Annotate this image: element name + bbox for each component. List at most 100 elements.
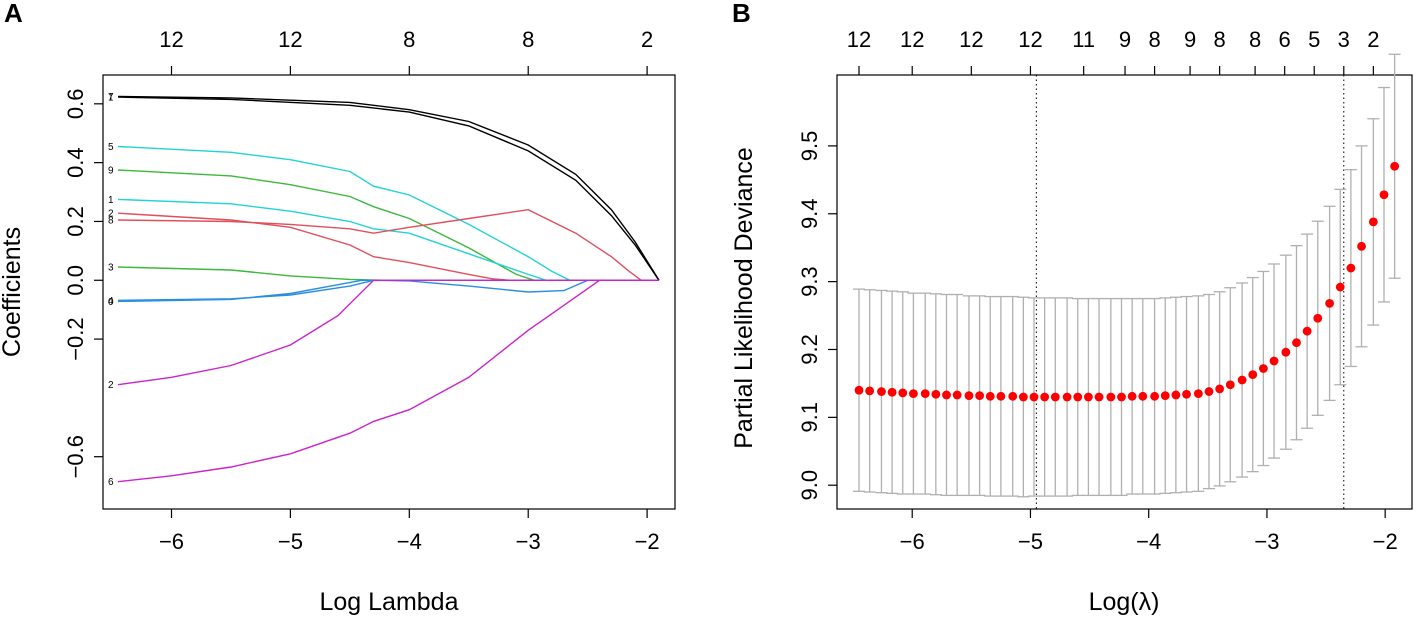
panel-b-data-point <box>1050 392 1060 402</box>
panel-b-top-tick-label: 3 <box>1338 27 1350 52</box>
panel-a-path-label: 2 <box>108 209 114 220</box>
panel-a-y-tick-label: 0.6 <box>63 89 88 120</box>
panel-b-data-point <box>1182 389 1191 399</box>
panel-b-data-point <box>865 386 875 396</box>
panel-b-data-point <box>1368 217 1378 227</box>
panel-a-coef-path <box>117 279 659 303</box>
panel-a-coef-path <box>117 198 659 281</box>
panel-a-coef-path <box>117 266 659 281</box>
panel-b-data-point <box>1269 356 1279 366</box>
panel-a-path-label: 2 <box>108 380 114 391</box>
panel-b-top-tick-label: 8 <box>1249 27 1261 52</box>
panel-a-x-tick-label: −5 <box>278 529 303 554</box>
panel-b-data-point <box>1302 326 1312 336</box>
panel-b-data-point <box>1094 392 1104 402</box>
panel-a-y-tick-label: −0.6 <box>63 435 88 478</box>
panel-b-data-point <box>1171 390 1181 400</box>
panel-a-top-tick-label: 12 <box>159 27 183 52</box>
panel-b-data-point <box>1346 263 1356 273</box>
panel-b-top-tick-label: 9 <box>1119 27 1131 52</box>
panel-a-letter: A <box>4 0 23 28</box>
panel-a-path-label: 5 <box>108 142 114 153</box>
panel-b-data-point <box>1335 282 1345 292</box>
panel-a-top-tick-label: 12 <box>278 27 302 52</box>
panel-b-letter: B <box>732 0 751 28</box>
panel-b-top-tick-label: 8 <box>1214 27 1226 52</box>
panel-a-path-label: 0 <box>108 297 114 308</box>
panel-a-coef-path <box>117 208 659 281</box>
panel-a-coef-path <box>117 169 659 281</box>
panel-a-x-tick-label: −3 <box>516 529 541 554</box>
panel-b-data-point <box>1150 391 1160 401</box>
panel-a-y-tick-label: −0.2 <box>63 317 88 360</box>
panel-b-data-point <box>1117 392 1126 402</box>
panel-a-plot: −6 −5 −4 −3 −2−0.6−0.20.00.20.40.612 12 8 8 2715… <box>63 27 660 554</box>
panel-b-top-tick-label: 9 <box>1184 27 1196 52</box>
panel-a-top-tick-label: 8 <box>522 27 534 52</box>
panel-b-data-point <box>964 391 974 401</box>
panel-b-x-tick-label: −5 <box>1018 529 1043 554</box>
panel-a-top-tick-label: 8 <box>403 27 415 52</box>
panel-a-top-tick-label: 2 <box>641 27 653 52</box>
panel-a-path-label: 9 <box>108 165 114 176</box>
panel-a-y-axis-title: Coefficients <box>0 227 26 357</box>
panel-b-top-tick-label: 2 <box>1367 27 1379 52</box>
panel-b-data-point <box>887 387 897 397</box>
panel-b-data-point <box>1248 370 1258 379</box>
panel-b-data-point <box>854 385 864 395</box>
panel-b-y-tick-label: 9.3 <box>797 266 822 297</box>
panel-a-coef-path <box>117 212 659 281</box>
panel-a-coef-path <box>117 145 659 281</box>
panel-a-path-label: 1 <box>108 93 114 104</box>
panel-b-data-point <box>877 387 886 396</box>
panel-b-data-point <box>920 389 930 398</box>
panel-b-top-tick-label: 5 <box>1308 27 1320 52</box>
panel-b-data-point <box>1073 392 1083 402</box>
panel-b-data-point <box>1204 387 1214 396</box>
panel-b-top-tick-label: 8 <box>1148 27 1160 52</box>
panel-b-data-point <box>1313 313 1323 323</box>
panel-b-data-point <box>1193 389 1203 398</box>
panel-b-top-tick-label: 12 <box>847 27 871 52</box>
panel-b-y-tick-label: 9.0 <box>797 470 822 501</box>
panel-b-x-tick-label: −6 <box>900 529 925 554</box>
panel-b-top-tick-label: 11 <box>1072 27 1095 52</box>
panel-a-y-tick-label: 0.4 <box>63 147 88 178</box>
panel-b-data-point <box>1040 392 1050 402</box>
panel-b: B Log(λ) Partial Likelihood Deviance −6 −… <box>730 0 1413 616</box>
panel-b-data-point <box>985 391 995 401</box>
panel-b-data-point <box>1390 161 1400 171</box>
panel-b-data-point <box>1258 364 1268 373</box>
panel-b-data-point <box>1225 380 1235 390</box>
panel-a-path-label: 3 <box>108 263 114 274</box>
panel-b-data-point <box>1029 392 1039 402</box>
panel-a-plot-frame <box>102 74 676 510</box>
panel-b-y-tick-label: 9.1 <box>797 402 822 433</box>
panel-b-data-point <box>996 391 1006 401</box>
panel-b-data-point <box>908 389 918 398</box>
panel-b-top-tick-label: 6 <box>1279 27 1291 52</box>
panel-b-x-tick-label: −3 <box>1254 529 1279 554</box>
panel-b-x-axis-title: Log(λ) <box>1089 588 1160 616</box>
panel-b-data-point <box>1106 392 1116 402</box>
panel-b-data-point <box>1237 375 1247 385</box>
panel-a-coef-path <box>117 95 660 281</box>
panel-b-data-point <box>1062 392 1072 402</box>
panel-b-data-point <box>1379 190 1389 200</box>
panel-b-data-point <box>1138 391 1148 401</box>
panel-a-x-tick-label: −6 <box>159 529 184 554</box>
panel-b-top-tick-label: 12 <box>900 27 924 52</box>
panel-a-path-label: 6 <box>108 477 114 488</box>
panel-a-coef-path <box>117 279 659 483</box>
panel-b-top-tick-label: 12 <box>959 27 983 52</box>
panel-a-path-label: 1 <box>108 195 114 206</box>
panel-a-coef-path <box>117 96 660 281</box>
panel-b-data-point <box>1083 392 1093 402</box>
panel-b-data-point <box>942 390 951 400</box>
panel-a-path-label: 8 <box>108 215 114 226</box>
panel-a-coef-path <box>117 279 659 386</box>
panel-a-y-tick-label: 0.0 <box>63 265 88 296</box>
panel-a-x-tick-label: −4 <box>397 529 422 554</box>
panel-b-top-tick-label: 12 <box>1018 27 1042 52</box>
